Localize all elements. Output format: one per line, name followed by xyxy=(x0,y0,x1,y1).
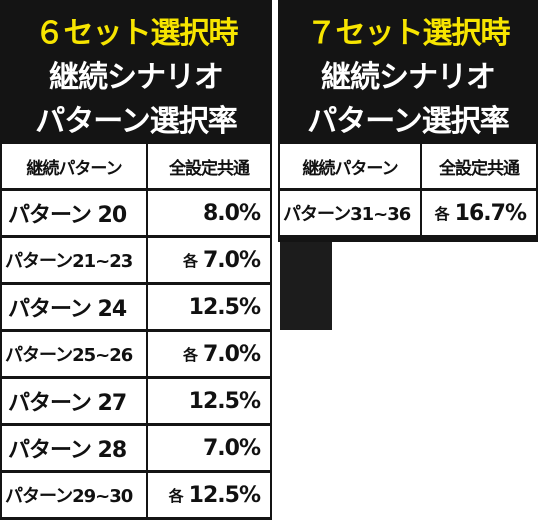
shadow-block xyxy=(280,242,332,330)
rate-value: 7.0% xyxy=(202,435,261,461)
rate-value: 7.0% xyxy=(202,247,261,273)
rate-cell: 8.0% xyxy=(148,191,270,235)
column-header: 継続パターン xyxy=(2,144,146,188)
panel-subtitle: パターン選択率 xyxy=(307,104,510,139)
rate-cell: 12.5% xyxy=(148,285,270,329)
rate-value: 16.7% xyxy=(454,200,527,226)
each-label: 各 xyxy=(182,251,198,270)
rate-value: 7.0% xyxy=(202,341,261,367)
panel-subtitle: 継続シナリオ xyxy=(321,60,496,95)
panel: ６セット選択時 継続シナリオ パターン選択率継続パターン 全設定共通 パターン 20 8.… xyxy=(0,0,272,520)
rate-cell: 各 12.5% xyxy=(148,473,270,517)
pattern-cell: パターン 27 xyxy=(2,379,146,423)
column-header: 全設定共通 xyxy=(422,144,536,188)
each-label: 各 xyxy=(434,204,450,223)
rate-cell: 7.0% xyxy=(148,426,270,470)
panel: ７セット選択時 継続シナリオ パターン選択率継続パターン 全設定共通 パターン31~36… xyxy=(278,0,538,242)
pattern-cell: パターン29~30 xyxy=(2,473,146,517)
rate-cell: 各 7.0% xyxy=(148,238,270,282)
rate-cell: 各 16.7% xyxy=(422,191,536,235)
rate-value: 12.5% xyxy=(188,482,261,508)
panel-title: ７セット選択時 xyxy=(306,16,511,51)
pattern-cell: パターン 24 xyxy=(2,285,146,329)
panel-subtitle: パターン選択率 xyxy=(35,104,238,139)
rate-value: 8.0% xyxy=(202,200,261,226)
rate-cell: 各 7.0% xyxy=(148,332,270,376)
pattern-cell: パターン21~23 xyxy=(2,238,146,282)
rate-value: 12.5% xyxy=(188,294,261,320)
column-header: 全設定共通 xyxy=(148,144,270,188)
pattern-cell: パターン 28 xyxy=(2,426,146,470)
pattern-cell: パターン25~26 xyxy=(2,332,146,376)
panel-subtitle: 継続シナリオ xyxy=(49,60,224,95)
column-header: 継続パターン xyxy=(280,144,420,188)
rate-cell: 12.5% xyxy=(148,379,270,423)
rate-value: 12.5% xyxy=(188,388,261,414)
pattern-cell: パターン31~36 xyxy=(280,191,420,235)
each-label: 各 xyxy=(182,345,198,364)
panel-title: ６セット選択時 xyxy=(34,16,239,51)
pattern-cell: パターン 20 xyxy=(2,191,146,235)
each-label: 各 xyxy=(168,486,184,505)
